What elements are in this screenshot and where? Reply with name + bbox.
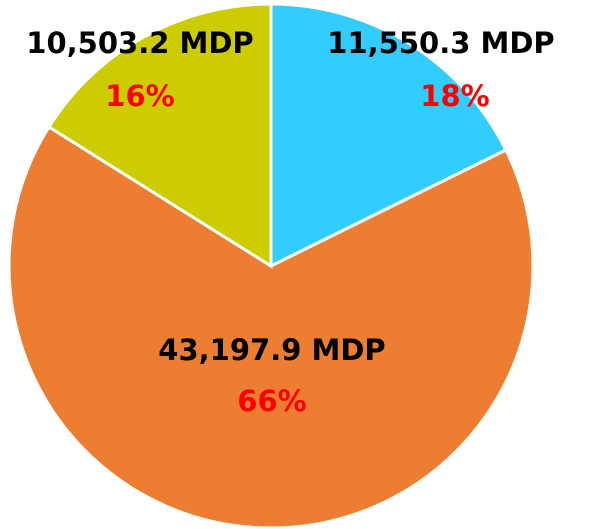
pie-slice [7, 124, 535, 529]
percent-label: 18% [420, 79, 489, 113]
pie-slice [269, 2, 508, 269]
pie-slice [46, 2, 273, 269]
percent-label: 66% [237, 384, 306, 418]
value-label: 11,550.3 MDP [327, 26, 554, 60]
value-label: 10,503.2 MDP [26, 26, 253, 60]
percent-label: 16% [105, 79, 174, 113]
value-label: 43,197.9 MDP [158, 333, 385, 367]
